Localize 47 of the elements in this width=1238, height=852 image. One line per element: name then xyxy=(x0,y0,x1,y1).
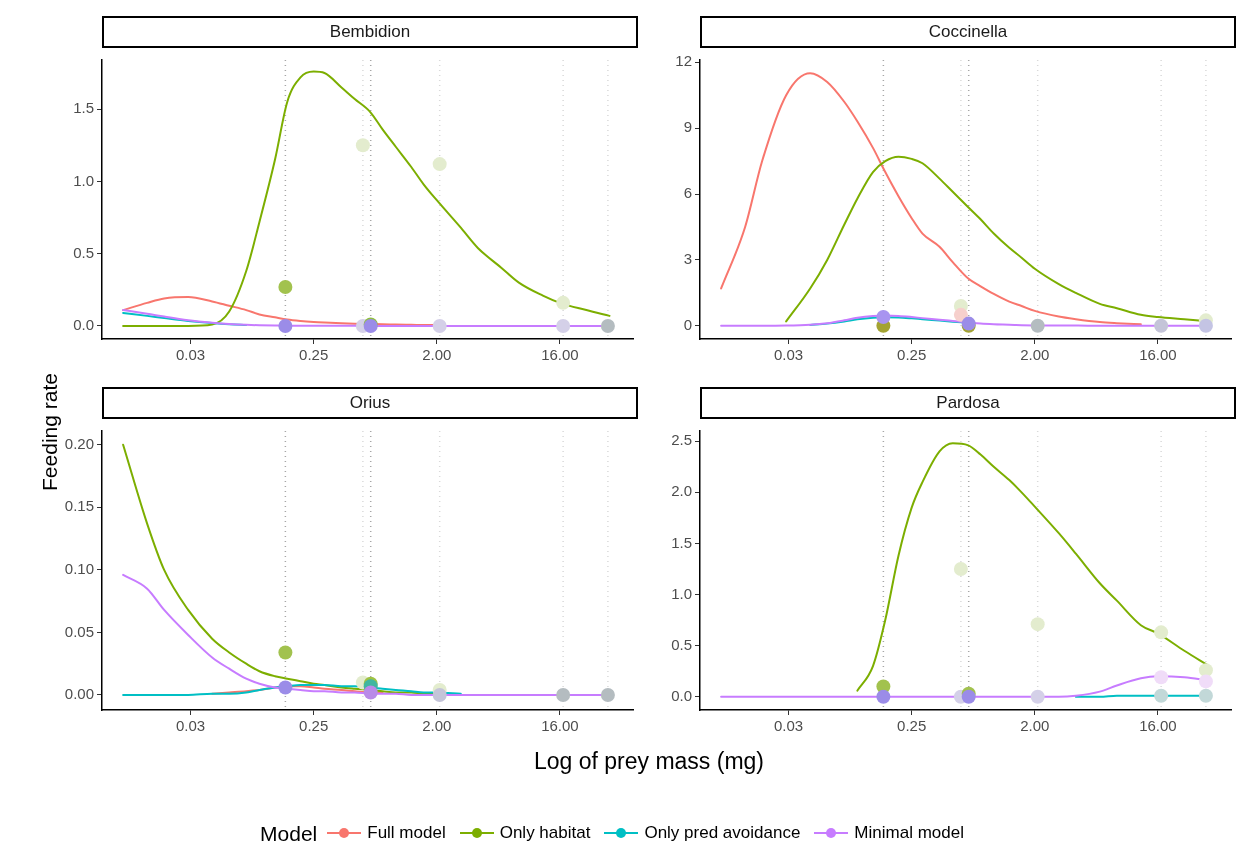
y-tick-label: 0.10 xyxy=(64,560,94,578)
x-tick-label: 0.25 xyxy=(299,717,329,735)
x-tick-label: 2.00 xyxy=(422,717,452,735)
x-tick-label: 16.00 xyxy=(1139,346,1177,364)
x-tick-label: 0.03 xyxy=(175,346,206,364)
y-tick-label: 12 xyxy=(675,52,692,70)
x-tick-label: 0.25 xyxy=(897,346,927,364)
y-tick-label: 0.0 xyxy=(73,316,94,334)
legend-title: Model xyxy=(260,822,318,845)
x-tick-label: 0.03 xyxy=(773,717,804,735)
x-tick-label: 0.03 xyxy=(773,346,804,364)
y-tick-label: 0.05 xyxy=(64,622,94,640)
x-tick-label: 2.00 xyxy=(422,346,452,364)
legend-label: Minimal model xyxy=(854,823,964,843)
y-tick-label: 0.5 xyxy=(671,635,692,653)
chart-title: Coccinella xyxy=(700,16,1236,48)
y-tick-label: 0.00 xyxy=(64,685,94,703)
x-tick-label: 0.25 xyxy=(299,346,329,364)
chart-title: Bembidion xyxy=(102,16,638,48)
x-tick-label: 0.25 xyxy=(897,717,927,735)
chart-title: Orius xyxy=(102,387,638,419)
y-tick-label: 2.5 xyxy=(671,431,692,449)
y-tick-label: 1.5 xyxy=(73,99,94,117)
y-tick-label: 2.0 xyxy=(671,482,692,500)
y-tick-label: 1.0 xyxy=(73,171,94,189)
y-tick-label: 0.0 xyxy=(671,686,692,704)
x-tick-label: 16.00 xyxy=(541,717,579,735)
legend-label: Full model xyxy=(367,823,446,843)
legend-label: Only pred avoidance xyxy=(644,823,801,843)
x-tick-label: 2.00 xyxy=(1020,717,1050,735)
y-tick-label: 6 xyxy=(683,184,692,202)
y-axis-title: Feeding rate xyxy=(38,372,62,493)
x-axis-title: Log of prey mass (mg) xyxy=(532,748,766,775)
y-tick-label: 0.15 xyxy=(64,497,94,515)
y-tick-label: 0.5 xyxy=(73,243,94,261)
x-tick-label: 16.00 xyxy=(1139,717,1177,735)
y-tick-label: 0 xyxy=(683,315,692,333)
y-tick-label: 1.0 xyxy=(671,584,692,602)
y-tick-label: 0.20 xyxy=(64,434,94,452)
x-tick-label: 2.00 xyxy=(1020,346,1050,364)
y-tick-label: 1.5 xyxy=(671,533,692,551)
x-tick-label: 16.00 xyxy=(541,346,579,364)
x-tick-label: 0.03 xyxy=(175,717,206,735)
y-tick-label: 9 xyxy=(683,118,692,136)
chart-title: Pardosa xyxy=(700,387,1236,419)
y-tick-label: 3 xyxy=(683,250,692,268)
legend-label: Only habitat xyxy=(499,823,591,843)
